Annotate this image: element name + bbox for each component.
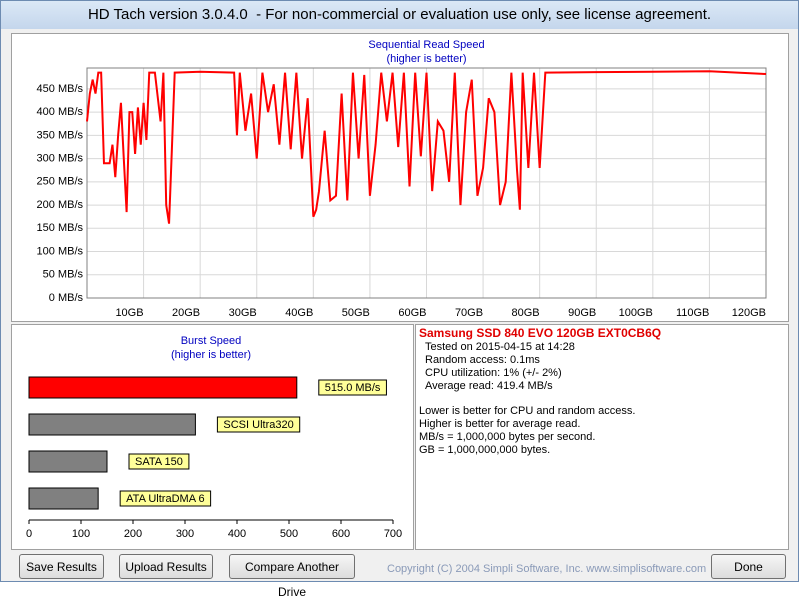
bar	[28, 413, 196, 436]
label-box	[119, 490, 212, 507]
x-tick-label: 300	[176, 528, 194, 540]
bar	[28, 376, 298, 399]
x-tick-label: 100	[72, 528, 90, 540]
y-tick-label: 50 MB/s	[43, 269, 84, 281]
x-tick-label: 20GB	[172, 307, 200, 319]
x-tick-label: 60GB	[398, 307, 426, 319]
copyright: Copyright (C) 2004 Simpli Software, Inc.…	[387, 563, 707, 575]
x-tick-label: 600	[332, 528, 350, 540]
x-tick-label: 100GB	[619, 307, 653, 319]
y-tick-label: 100 MB/s	[37, 245, 84, 257]
plot-frame	[86, 67, 767, 299]
bar	[28, 487, 99, 510]
y-tick-label: 300 MB/s	[37, 153, 84, 165]
info-note: Lower is better for CPU and random acces…	[419, 405, 636, 417]
x-tick-label: 110GB	[676, 307, 709, 319]
x-tick-label: 40GB	[285, 307, 313, 319]
label-box	[128, 453, 190, 470]
chart-title: Burst Speed	[181, 335, 242, 347]
y-tick-label: 150 MB/s	[37, 222, 84, 234]
info-note: Higher is better for average read.	[419, 418, 581, 430]
burst-panel: Burst Speed (higher is better) 0 100 200 300 4…	[11, 324, 414, 550]
chart-title: Sequential Read Speed	[368, 39, 484, 51]
title-bar: HD Tach version 3.0.4.0 - For non-commer…	[1, 1, 798, 29]
y-tick-label: 200 MB/s	[37, 199, 84, 211]
bar	[28, 450, 108, 473]
info-line: Average read: 419.4 MB/s	[425, 380, 553, 392]
info-line: CPU utilization: 1% (+/- 2%)	[425, 367, 562, 379]
info-note: MB/s = 1,000,000 bytes per second.	[419, 431, 596, 443]
x-tick-label: 30GB	[229, 307, 257, 319]
info-panel: Samsung SSD 840 EVO 120GB EXT0CB6Q Tested…	[415, 324, 789, 550]
read-line	[86, 70, 767, 224]
y-tick-label: 400 MB/s	[37, 106, 84, 118]
x-tick-label: 90GB	[568, 307, 596, 319]
info-line: Random access: 0.1ms	[425, 354, 540, 366]
bar-label: SCSI Ultra320	[223, 419, 293, 431]
read-panel: Sequential Read Speed (higher is better) 0…	[11, 33, 789, 322]
y-tick-label: 250 MB/s	[37, 176, 84, 188]
x-tick-label: 10GB	[115, 307, 143, 319]
x-tick-label: 500	[280, 528, 298, 540]
upload-button[interactable]: Upload Results	[119, 554, 213, 579]
x-tick-label: 70GB	[455, 307, 483, 319]
read-chart: Sequential Read Speed (higher is better) 0…	[37, 39, 767, 319]
chart-subtitle: (higher is better)	[171, 349, 251, 361]
bar-label: ATA UltraDMA 6	[126, 493, 204, 505]
compare-button[interactable]: Compare Another Drive	[229, 554, 355, 599]
bar-label: 515.0 MB/s	[325, 382, 381, 394]
x-tick-label: 0	[26, 528, 32, 540]
bar-label: SATA 150	[135, 456, 183, 468]
info-line: Tested on 2015-04-15 at 14:28	[425, 341, 575, 353]
x-tick-label: 400	[228, 528, 246, 540]
y-tick-label: 0 MB/s	[49, 292, 84, 304]
y-tick-label: 350 MB/s	[37, 129, 84, 141]
x-tick-label: 50GB	[342, 307, 370, 319]
y-tick-label: 450 MB/s	[37, 83, 84, 95]
save-button[interactable]: Save Results	[19, 554, 104, 579]
burst-chart: Burst Speed (higher is better) 0 100 200 300 4…	[26, 335, 402, 540]
label-box	[318, 379, 387, 396]
x-tick-label: 80GB	[512, 307, 540, 319]
info-note: GB = 1,000,000,000 bytes.	[419, 444, 551, 456]
chart-subtitle: (higher is better)	[386, 53, 466, 65]
x-tick-label: 700	[384, 528, 402, 540]
label-box	[216, 416, 301, 433]
drive-name: Samsung SSD 840 EVO 120GB EXT0CB6Q	[419, 326, 662, 340]
x-tick-label: 120GB	[732, 307, 766, 319]
x-tick-label: 200	[124, 528, 142, 540]
done-button[interactable]: Done	[711, 554, 786, 579]
